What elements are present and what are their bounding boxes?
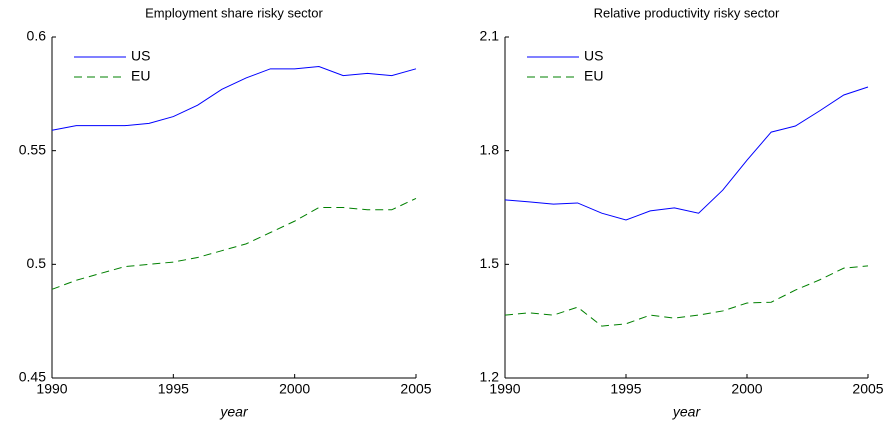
y-tick-label: 1.2 (480, 369, 500, 385)
x-axis-label: year (672, 404, 702, 420)
x-tick-label: 1990 (36, 381, 67, 397)
y-tick-label: 2.1 (480, 28, 500, 44)
legend-label: EU (584, 68, 603, 84)
y-tick-label: 0.55 (19, 141, 46, 157)
y-tick-label: 0.6 (27, 28, 47, 44)
x-axis-label: year (219, 404, 249, 420)
data-line (51, 197, 417, 290)
data-line (51, 66, 417, 131)
legend-label: EU (131, 68, 150, 84)
x-tick-label: 2005 (852, 381, 883, 397)
data-line (504, 86, 869, 221)
legend-label: US (131, 48, 150, 64)
x-tick-label: 2005 (400, 381, 431, 397)
chart-title: Employment share risky sector (145, 5, 323, 20)
x-tick-label: 1995 (158, 381, 189, 397)
data-line (504, 265, 869, 327)
y-tick-label: 0.5 (27, 255, 47, 271)
y-tick-label: 1.8 (480, 141, 500, 157)
x-tick-label: 1990 (489, 381, 520, 397)
chart-title: Relative productivity risky sector (594, 5, 780, 20)
x-tick-label: 1995 (610, 381, 641, 397)
x-tick-label: 2000 (279, 381, 310, 397)
y-tick-label: 1.5 (480, 255, 500, 271)
y-tick-label: 0.45 (19, 369, 46, 385)
x-tick-label: 2000 (731, 381, 762, 397)
legend-label: US (584, 48, 603, 64)
